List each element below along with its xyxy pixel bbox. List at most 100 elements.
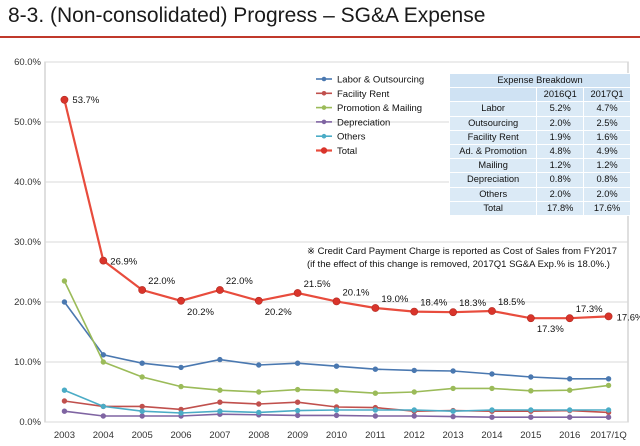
data-point	[178, 364, 184, 371]
data-point	[372, 366, 379, 372]
data-point	[138, 286, 147, 294]
data-point	[61, 278, 68, 284]
total-data-label: 18.3%	[459, 298, 486, 309]
data-point	[372, 413, 379, 419]
data-point	[139, 408, 145, 414]
breakdown-cell: 17.6%	[583, 200, 631, 216]
total-data-label: 22.0%	[226, 276, 253, 287]
breakdown-row-label: Others	[448, 186, 538, 202]
data-point	[372, 407, 379, 413]
x-tick-label: 2007	[209, 430, 230, 441]
legend-label: Total	[337, 146, 357, 157]
x-tick-label: 2013	[443, 430, 464, 441]
data-point	[489, 371, 495, 377]
total-data-label: 19.0%	[381, 294, 408, 305]
data-point	[217, 399, 223, 405]
breakdown-row: Mailing 1.2% 1.2%	[448, 158, 631, 174]
breakdown-cell: 2.0%	[583, 186, 631, 202]
y-tick-label: 0.0%	[19, 417, 41, 428]
data-point	[410, 307, 419, 316]
data-point	[605, 407, 612, 413]
data-point	[61, 387, 68, 393]
data-point	[293, 289, 302, 297]
data-point	[178, 410, 184, 416]
data-point	[333, 363, 340, 369]
legend-marker	[321, 76, 327, 82]
data-point	[449, 308, 457, 317]
breakdown-title: Expense Breakdown	[449, 72, 631, 89]
data-point	[566, 407, 573, 413]
y-tick-label: 20.0%	[14, 297, 41, 308]
breakdown-row: Facility Rent 1.9% 1.6%	[448, 129, 631, 145]
title-rule	[0, 36, 640, 38]
series-lines	[60, 95, 613, 420]
breakdown-column-header: 2017Q1	[583, 87, 631, 103]
data-point	[100, 413, 107, 419]
x-tick-label: 2004	[93, 430, 114, 441]
breakdown-cell: 2.5%	[583, 115, 631, 131]
data-point	[256, 409, 262, 416]
x-tick-label: 2003	[54, 430, 75, 441]
data-point	[254, 296, 263, 305]
legend-marker	[321, 119, 327, 125]
data-point	[333, 388, 340, 394]
total-data-label: 18.5%	[498, 297, 525, 308]
y-axis: 0.0% 10.0% 20.0% 30.0% 40.0% 50.0% 60.0%	[14, 57, 41, 428]
data-point	[294, 360, 301, 366]
breakdown-row: Outsourcing 2.0% 2.5%	[448, 115, 631, 131]
data-point	[528, 374, 534, 380]
data-point	[528, 407, 534, 413]
data-point	[566, 414, 573, 420]
data-point	[294, 407, 301, 414]
breakdown-header-blank	[448, 87, 538, 103]
breakdown-row: Total 17.8% 17.6%	[448, 200, 631, 216]
data-point	[605, 382, 612, 389]
breakdown-row-label: Mailing	[448, 158, 538, 174]
total-data-label: 17.3%	[576, 304, 603, 315]
data-point	[256, 401, 262, 407]
breakdown-row: Depreciation 0.8% 0.8%	[448, 172, 631, 188]
data-point	[294, 399, 301, 405]
breakdown-row-label: Facility Rent	[448, 129, 538, 145]
legend-marker	[321, 91, 327, 96]
breakdown-title-row: Expense Breakdown	[449, 72, 631, 89]
legend-label: Labor & Outsourcing	[337, 75, 424, 86]
data-point	[489, 414, 495, 420]
data-point	[139, 403, 145, 410]
data-point	[372, 390, 379, 396]
y-tick-label: 60.0%	[14, 57, 41, 68]
data-point	[489, 407, 495, 413]
data-point	[256, 362, 262, 368]
total-data-label: 20.1%	[343, 287, 370, 298]
data-point	[217, 408, 223, 414]
data-point	[605, 376, 612, 382]
legend-label: Facility Rent	[337, 89, 390, 100]
breakdown-row: Others 2.0% 2.0%	[448, 186, 631, 202]
data-point	[139, 413, 145, 419]
data-point	[450, 408, 456, 414]
breakdown-cell: 17.8%	[536, 200, 585, 216]
data-point	[60, 95, 69, 104]
total-data-label: 53.7%	[72, 95, 99, 106]
total-data-label: 26.9%	[110, 257, 137, 268]
data-point	[450, 368, 456, 374]
data-point	[450, 413, 456, 420]
x-axis: 2003 2004 2005 2006 2007 2008 2009 2010 2011 2012…	[54, 430, 627, 441]
x-tick-label: 2008	[248, 430, 269, 441]
breakdown-cell: 5.2%	[536, 101, 585, 117]
breakdown-cell: 4.8%	[536, 143, 585, 160]
breakdown-cell: 2.0%	[536, 115, 585, 131]
breakdown-row: Labor 5.2% 4.7%	[448, 101, 631, 117]
data-point	[528, 388, 534, 394]
total-data-label: 17.3%	[537, 324, 564, 335]
breakdown-row-label: Total	[448, 200, 538, 216]
total-data-label: 20.2%	[265, 307, 292, 318]
legend-label: Promotion & Mailing	[337, 103, 422, 114]
breakdown-cell: 1.2%	[583, 158, 631, 174]
y-tick-label: 10.0%	[14, 357, 41, 368]
data-point	[215, 286, 224, 294]
breakdown-cell: 4.7%	[583, 101, 631, 117]
legend-label: Others	[337, 132, 366, 143]
data-point	[411, 407, 417, 413]
